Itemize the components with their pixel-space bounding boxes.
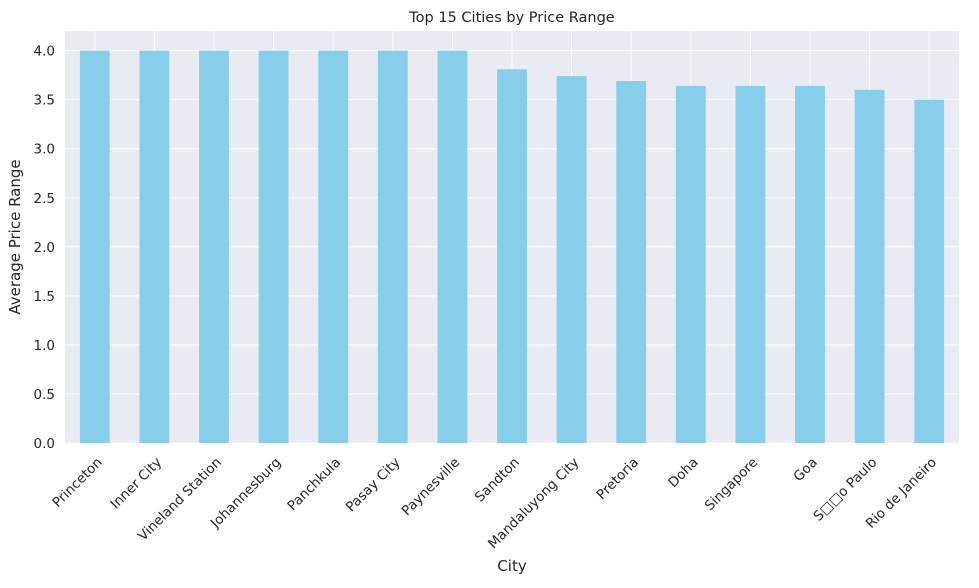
x-tick-label: Princeton	[49, 455, 105, 511]
y-tick-label: 2.0	[34, 240, 55, 256]
bar	[497, 69, 527, 443]
x-tick-label: Pasay City	[343, 455, 404, 516]
x-axis-title: City	[497, 557, 527, 575]
bar	[437, 50, 468, 443]
bar	[79, 50, 110, 443]
y-axis-ticks: 0.0 0.5 1.0 1.5 2.0 2.5 3.0 3.5 4.0	[34, 44, 55, 452]
y-tick-label: 3.5	[34, 93, 55, 109]
y-axis-title: Average Price Range	[6, 159, 24, 314]
bar	[556, 76, 587, 443]
y-tick-label: 0.5	[34, 387, 55, 403]
bar	[139, 50, 170, 443]
x-tick-label: Paynesville	[399, 455, 464, 520]
bar	[616, 81, 647, 444]
y-tick-label: 3.0	[34, 142, 55, 158]
bar	[675, 85, 706, 443]
x-tick-label: Goa	[790, 455, 820, 485]
y-tick-label: 1.0	[34, 338, 55, 354]
y-tick-label: 4.0	[34, 44, 55, 60]
x-tick-label: Inner City	[107, 455, 165, 513]
bars	[79, 50, 945, 444]
x-tick-label: Pretoria	[594, 455, 643, 504]
y-tick-label: 2.5	[34, 191, 55, 207]
x-tick-label: Doha	[665, 455, 701, 491]
chart-title: Top 15 Cities by Price Range	[408, 10, 615, 26]
bar	[914, 99, 945, 444]
x-tick-label: Singapore	[702, 455, 761, 514]
bar	[199, 50, 229, 443]
bar	[377, 50, 408, 443]
bar	[735, 85, 766, 443]
bar	[318, 50, 349, 443]
y-tick-label: 0.0	[34, 436, 55, 452]
x-tick-label: Panchkula	[284, 455, 344, 515]
y-tick-label: 1.5	[34, 289, 55, 305]
bar	[258, 50, 289, 443]
x-tick-label: Sandton	[472, 455, 523, 506]
bar	[795, 85, 825, 443]
bar	[854, 89, 885, 443]
